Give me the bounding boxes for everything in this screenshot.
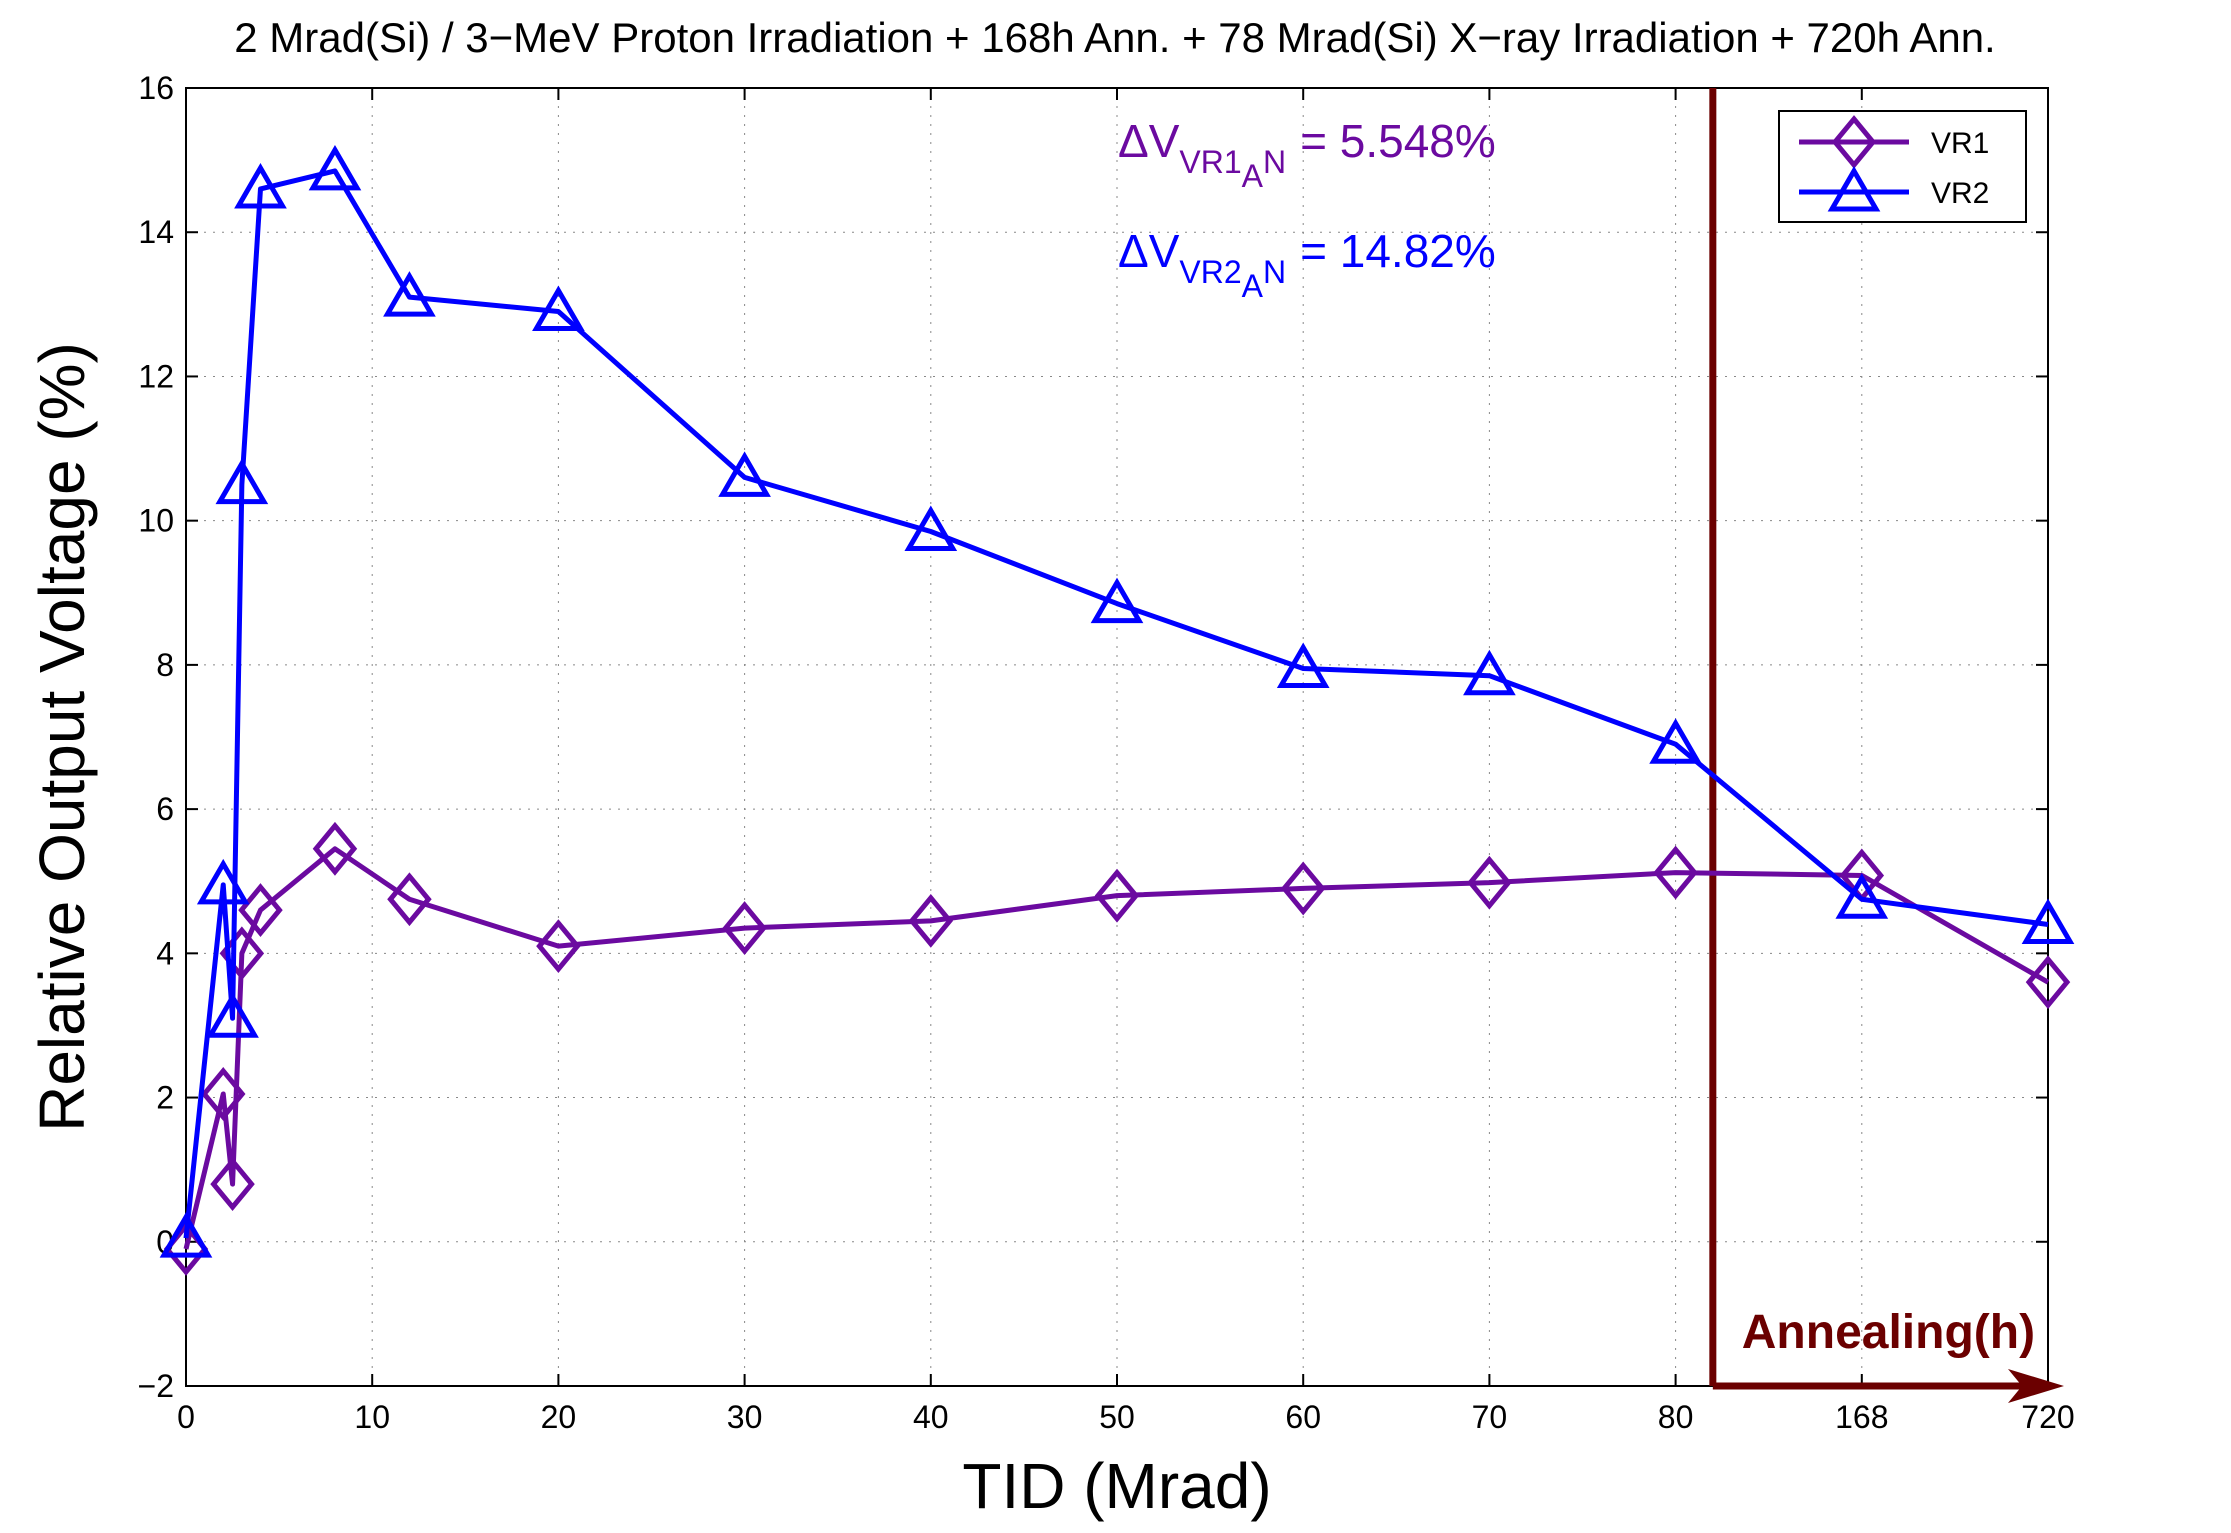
x-tick-label: 0 <box>177 1399 195 1435</box>
data-point-triangle <box>2021 898 2075 944</box>
x-tick-label: 40 <box>913 1399 949 1435</box>
legend-label: VR1 <box>1931 127 1989 160</box>
data-point-triangle <box>1463 649 1516 696</box>
data-point-diamond <box>210 1157 255 1212</box>
x-axis-label: TID (Mrad) <box>962 1450 1271 1522</box>
x-tick-label: 720 <box>2021 1399 2074 1435</box>
data-point-diamond <box>536 919 581 974</box>
data-point-triangle <box>904 505 958 551</box>
data-point-triangle <box>159 1212 213 1258</box>
delta-v-annotations: ΔVVR1AN = 5.548% ΔVVR2AN = 14.82% <box>1118 115 1496 304</box>
annealing-marker: Annealing(h) <box>1709 88 2064 1403</box>
legend: VR1 VR2 <box>1778 110 2027 223</box>
delta-v-annotation: ΔVVR1AN = 5.548% <box>1118 115 1496 194</box>
data-point-triangle <box>1827 166 1881 212</box>
x-tick-label: 60 <box>1285 1399 1321 1435</box>
series <box>159 144 2075 1276</box>
annealing-arrow-head <box>2008 1369 2064 1403</box>
data-point-triangle <box>215 458 269 505</box>
series-vr2 <box>159 144 2075 1258</box>
x-tick-label: 20 <box>541 1399 577 1435</box>
x-tick-label: 30 <box>727 1399 763 1435</box>
data-point-diamond <box>908 893 954 948</box>
y-tick-label: −2 <box>138 1368 174 1404</box>
y-tick-label: 6 <box>156 791 174 827</box>
x-tick-label: 70 <box>1472 1399 1508 1435</box>
x-tick-label: 50 <box>1099 1399 1135 1435</box>
y-tick-label: 14 <box>138 214 174 250</box>
x-tick-label: 80 <box>1658 1399 1694 1435</box>
y-axis-label: Relative Output Voltage (%) <box>26 342 98 1132</box>
data-point-diamond <box>312 821 358 876</box>
data-point-triangle <box>1835 873 1889 919</box>
x-tick-label: 10 <box>354 1399 390 1435</box>
y-tick-label: 10 <box>138 503 174 539</box>
data-point-diamond <box>1467 855 1512 910</box>
data-point-triangle <box>234 162 287 209</box>
data-point-triangle <box>383 271 436 317</box>
data-point-diamond <box>200 1067 246 1121</box>
data-point-diamond <box>722 901 767 956</box>
series-line-vr1 <box>183 846 2050 1250</box>
legend-label: VR2 <box>1931 177 1989 210</box>
chart-title: 2 Mrad(Si) / 3−MeV Proton Irradiation + … <box>234 14 1995 61</box>
grid <box>186 88 2048 1386</box>
data-point-triangle <box>196 858 250 905</box>
legend-box <box>1778 110 2027 223</box>
data-point-diamond <box>1280 861 1326 916</box>
data-point-triangle <box>1276 642 1330 688</box>
x-tick-label: 168 <box>1835 1399 1888 1435</box>
data-point-triangle <box>532 285 585 332</box>
data-point-diamond <box>1831 115 1877 169</box>
data-point-diamond <box>387 872 432 927</box>
y-tick-label: 2 <box>156 1080 174 1116</box>
y-tick-label: 8 <box>156 647 174 683</box>
data-point-triangle <box>1090 577 1144 624</box>
data-point-triangle <box>206 992 259 1038</box>
data-point-triangle <box>718 451 771 497</box>
data-point-diamond <box>2025 955 2071 1010</box>
data-point-diamond <box>1094 868 1140 923</box>
y-tick-label: 16 <box>138 70 174 106</box>
annealing-label: Annealing(h) <box>1742 1306 2035 1359</box>
data-point-triangle <box>1649 718 1702 764</box>
delta-v-annotation: ΔVVR2AN = 14.82% <box>1118 225 1496 304</box>
data-point-triangle <box>308 144 362 191</box>
y-tick-label: 12 <box>138 358 174 394</box>
x-axis-tick-labels: 0 10 20 30 40 50 60 70 80 168 720 <box>177 1399 2075 1435</box>
series-line-vr2 <box>183 168 2049 1239</box>
axis-ticks <box>185 87 2049 1387</box>
data-point-diamond <box>1653 845 1698 900</box>
y-tick-label: 4 <box>156 935 174 971</box>
